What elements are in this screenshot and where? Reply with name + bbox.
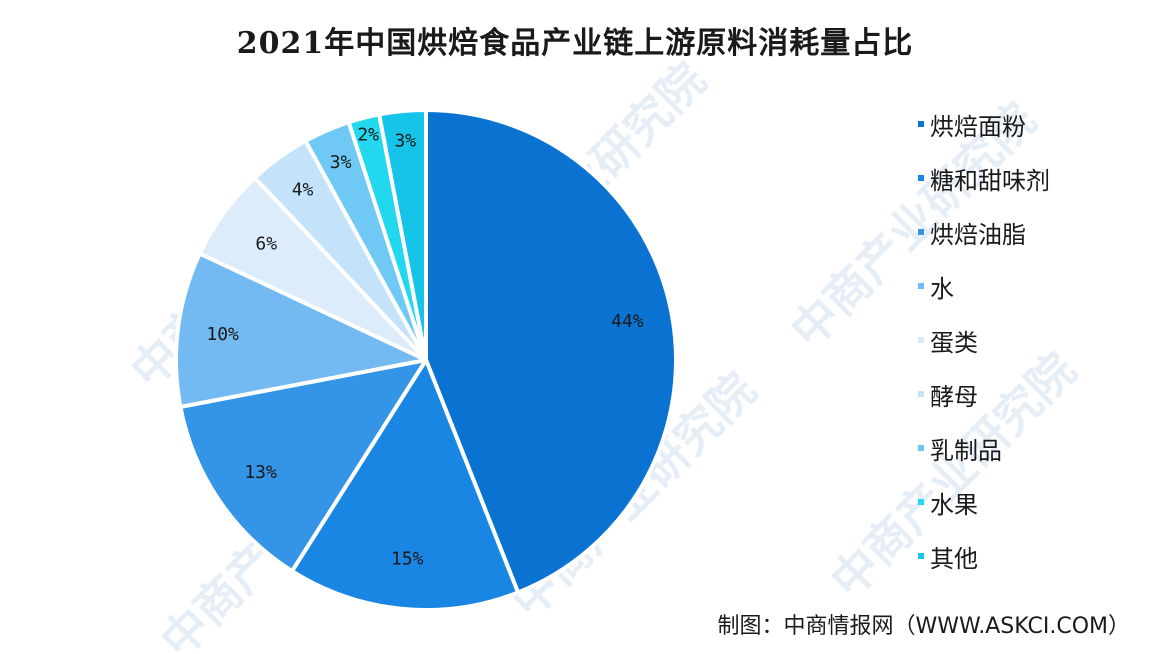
legend-label: 糖和甜味剂 [930,166,1050,195]
legend-swatch [918,121,924,127]
legend-swatch [918,553,924,559]
slice-value-label: 13% [244,462,277,483]
legend-swatch [918,391,924,397]
slice-value-label: 44% [611,311,644,332]
pie-slice [424,108,678,595]
pie-slice [174,251,428,409]
legend-item: 其他 [918,529,1138,583]
legend-swatch [918,283,924,289]
legend-item: 水果 [918,475,1138,529]
pie-slice [178,358,428,574]
slice-value-label: 4% [292,180,314,201]
legend-swatch [918,445,924,451]
legend-item: 酵母 [918,367,1138,421]
legend-label: 蛋类 [930,328,978,357]
legend-item: 蛋类 [918,313,1138,367]
legend-label: 水果 [930,490,978,519]
pie-slice [377,108,428,362]
legend-label: 水 [930,274,954,303]
legend: 烘焙面粉糖和甜味剂烘焙油脂水蛋类酵母乳制品水果其他 [918,97,1138,583]
legend-item: 水 [918,259,1138,313]
legend-swatch [918,499,924,505]
legend-label: 其他 [930,544,978,573]
legend-swatch [918,337,924,343]
legend-label: 酵母 [930,382,978,411]
legend-label: 乳制品 [930,436,1002,465]
legend-swatch [918,229,924,235]
legend-label: 烘焙油脂 [930,220,1026,249]
slice-value-label: 3% [330,152,352,173]
slice-value-label: 15% [391,549,424,570]
slice-value-label: 2% [357,124,379,145]
slice-value-label: 6% [255,233,277,254]
chart-title: 2021年中国烘焙食品产业链上游原料消耗量占比 [236,26,914,61]
legend-item: 糖和甜味剂 [918,151,1138,205]
legend-item: 烘焙油脂 [918,205,1138,259]
slice-value-label: 3% [394,130,416,151]
pie-slice [290,358,521,612]
source-note: 制图：中商情报网（WWW.ASKCI.COM） [717,614,1130,639]
legend-item: 烘焙面粉 [918,97,1138,151]
legend-swatch [918,175,924,181]
slice-value-label: 10% [206,324,239,345]
legend-item: 乳制品 [918,421,1138,475]
legend-label: 烘焙面粉 [930,112,1026,141]
